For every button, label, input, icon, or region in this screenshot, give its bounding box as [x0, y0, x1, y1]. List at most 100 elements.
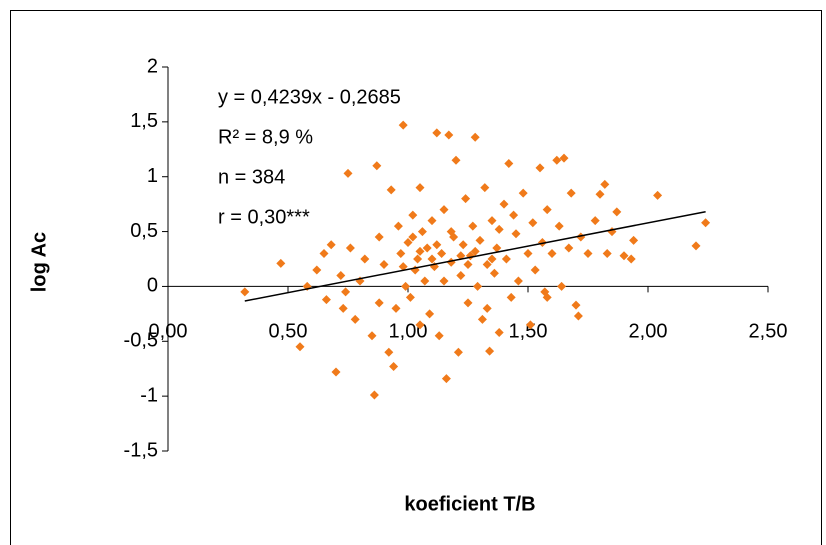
data-point — [432, 240, 442, 250]
data-point — [413, 254, 423, 264]
data-point — [384, 347, 394, 357]
data-point — [470, 246, 480, 256]
data-point — [573, 311, 583, 321]
data-point — [408, 210, 418, 220]
data-point — [408, 232, 418, 242]
data-point — [415, 246, 425, 256]
y-tick-label: -1,5 — [124, 439, 158, 461]
data-point — [367, 331, 377, 341]
data-point — [537, 238, 547, 248]
data-point — [499, 199, 509, 209]
data-point — [511, 229, 521, 239]
x-axis-title: koeficient T/B — [404, 493, 535, 515]
data-point — [403, 238, 413, 248]
data-point — [451, 155, 461, 165]
data-point — [372, 161, 382, 171]
data-point — [437, 249, 447, 259]
data-point — [295, 342, 305, 352]
data-point — [389, 362, 399, 372]
data-point — [691, 241, 701, 251]
data-point — [319, 249, 329, 259]
trendline — [244, 210, 706, 302]
data-point — [417, 227, 427, 237]
data-point — [523, 249, 533, 259]
data-point — [398, 262, 408, 272]
data-point — [331, 367, 341, 377]
data-point — [439, 276, 449, 286]
y-tick-label: -1 — [140, 384, 158, 406]
data-point — [480, 183, 490, 193]
x-tick-label: 2,50 — [749, 321, 788, 343]
annotation: n = 384 — [218, 166, 285, 188]
data-point — [396, 249, 406, 259]
data-point — [494, 224, 504, 234]
data-point — [374, 298, 384, 308]
data-point — [504, 159, 514, 169]
data-point — [487, 216, 497, 226]
data-point — [542, 205, 552, 215]
data-point — [525, 320, 535, 330]
y-tick-label: 1,5 — [130, 110, 158, 132]
data-point — [626, 254, 636, 264]
data-point — [336, 270, 346, 280]
x-tick-label: 0,50 — [269, 321, 308, 343]
data-point — [393, 221, 403, 231]
data-point — [350, 314, 360, 324]
data-point — [535, 163, 545, 173]
data-point — [391, 303, 401, 313]
x-tick-label: 2,00 — [629, 321, 668, 343]
data-point — [494, 328, 504, 338]
annotation: R² = 8,9 % — [218, 126, 313, 148]
data-point — [401, 281, 411, 291]
annotation: y = 0,4239x - 0,2685 — [218, 86, 401, 108]
data-point — [360, 254, 370, 264]
data-point — [552, 155, 562, 165]
data-point — [557, 281, 567, 291]
y-tick-label: 0,5 — [130, 220, 158, 242]
data-point — [564, 243, 574, 253]
data-point — [653, 190, 663, 200]
data-point — [374, 232, 384, 242]
data-point — [458, 240, 468, 250]
data-point — [463, 298, 473, 308]
data-point — [473, 281, 483, 291]
data-point — [501, 254, 511, 264]
data-point — [612, 207, 622, 217]
data-point — [607, 227, 617, 237]
data-point — [425, 309, 435, 319]
data-point — [341, 287, 351, 297]
data-point — [456, 270, 466, 280]
data-point — [434, 331, 444, 341]
data-point — [415, 183, 425, 193]
y-tick-label: 0 — [147, 275, 158, 297]
y-axis-title: log Ac — [28, 232, 50, 292]
data-point — [427, 254, 437, 264]
data-point — [600, 179, 610, 189]
data-point — [506, 292, 516, 302]
x-tick-label: 0,00 — [149, 321, 188, 343]
data-point — [439, 205, 449, 215]
data-point — [470, 132, 480, 142]
data-point — [475, 235, 485, 245]
data-point — [321, 295, 331, 305]
data-point — [415, 320, 425, 330]
data-point — [701, 218, 711, 228]
data-point — [432, 128, 442, 138]
y-tick-label: 1 — [147, 165, 158, 187]
data-point — [453, 347, 463, 357]
data-point — [422, 243, 432, 253]
data-point — [482, 259, 492, 269]
data-point — [583, 249, 593, 259]
data-point — [513, 276, 523, 286]
data-point — [461, 194, 471, 204]
data-point — [554, 221, 564, 231]
data-point — [509, 210, 519, 220]
data-point — [398, 120, 408, 130]
data-point — [379, 259, 389, 269]
data-point — [482, 303, 492, 313]
data-point — [463, 259, 473, 269]
data-point — [312, 265, 322, 275]
data-point — [441, 374, 451, 384]
y-tick-label: 2 — [147, 55, 158, 77]
